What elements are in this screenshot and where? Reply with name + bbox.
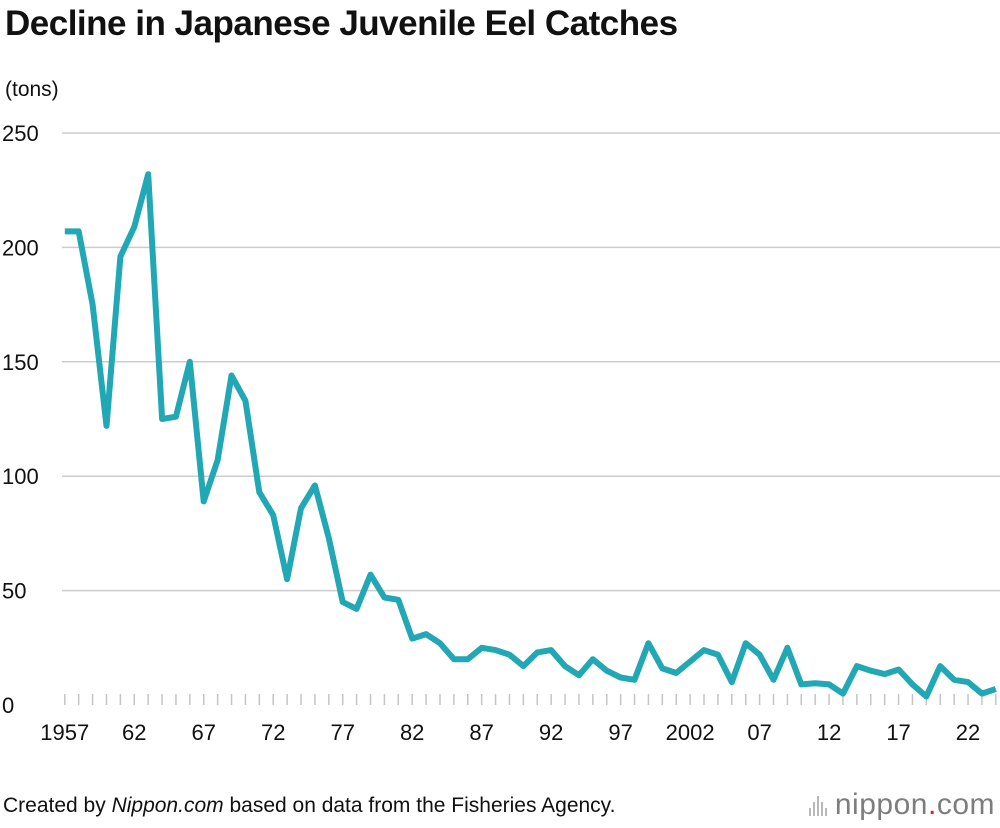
x-tick-label: 72 [261, 720, 285, 745]
credit-source-name: Nippon.com [111, 794, 224, 817]
logo-dot: . [927, 788, 937, 821]
x-tick-label: 62 [122, 720, 146, 745]
x-tick-label: 82 [400, 720, 424, 745]
nippon-com-logo: nippon. com [808, 788, 995, 822]
x-tick-label: 77 [330, 720, 354, 745]
y-tick-label: 250 [2, 121, 39, 146]
x-tick-label: 1957 [40, 720, 89, 745]
x-tick-label: 67 [192, 720, 216, 745]
x-tick-label: 92 [539, 720, 563, 745]
x-tick-label: 97 [608, 720, 632, 745]
credit-suffix: based on data from the Fisheries Agency. [223, 794, 616, 817]
series-line [64, 171, 997, 700]
logo-bars-icon [808, 794, 827, 816]
y-tick-label: 100 [2, 464, 39, 489]
y-tick-label: 150 [2, 350, 39, 375]
credit-prefix: Created by [3, 794, 112, 817]
x-tick-label: 07 [747, 720, 771, 745]
x-tick-label: 87 [469, 720, 493, 745]
x-tick-label: 17 [886, 720, 910, 745]
line-chart: 0 50 100 150 200 250 1957 62 67 72 77 82 87 92 97 2002 0… [2, 121, 1000, 745]
logo-tld: com [936, 788, 995, 821]
source-credit: Created by Nippon.com based on data from… [3, 794, 615, 818]
x-tick-label: 22 [956, 720, 980, 745]
y-tick-label: 0 [2, 693, 14, 718]
chart-title: Decline in Japanese Juvenile Eel Catches [5, 4, 678, 43]
x-tick-label: 2002 [666, 720, 715, 745]
x-tick-label: 12 [817, 720, 841, 745]
logo-name: nippon [834, 788, 928, 821]
y-axis-unit-label: (tons) [5, 78, 59, 101]
y-tick-label: 200 [2, 235, 39, 260]
y-tick-label: 50 [2, 579, 26, 604]
